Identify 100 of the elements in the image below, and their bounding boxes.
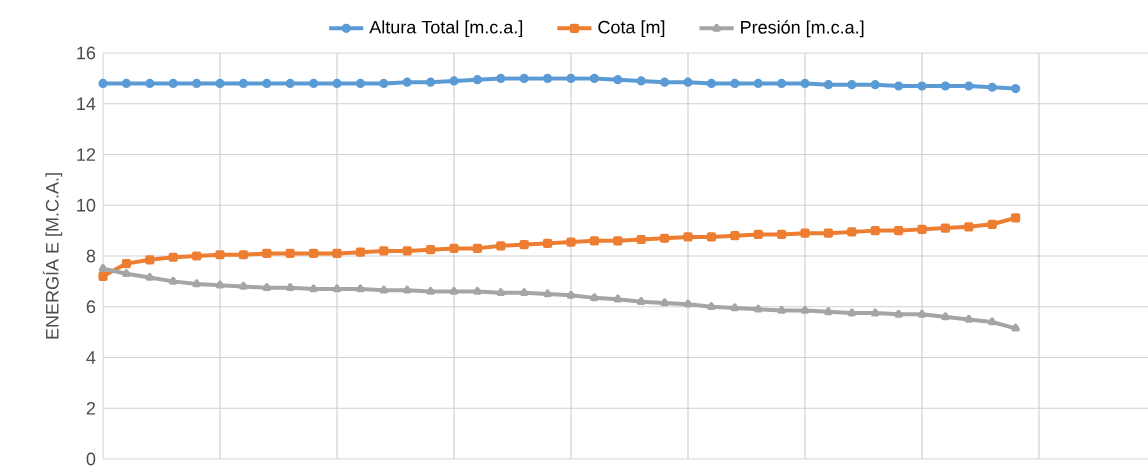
point — [426, 286, 435, 295]
y-tick-label: 2 — [86, 401, 96, 415]
point — [285, 283, 295, 292]
point — [215, 280, 225, 289]
point — [262, 283, 272, 292]
point — [519, 288, 529, 297]
point — [917, 309, 927, 318]
point — [987, 317, 997, 326]
point — [800, 305, 810, 314]
y-tick-label: 8 — [86, 249, 96, 263]
point — [402, 285, 412, 294]
point — [753, 78, 763, 89]
y-tick-label: 6 — [86, 300, 96, 314]
point — [706, 232, 717, 242]
point — [964, 81, 974, 91]
point — [613, 75, 623, 85]
point — [472, 243, 482, 253]
point — [98, 271, 108, 281]
legend-label: Presión [m.c.a.] — [741, 20, 864, 38]
point — [379, 246, 389, 256]
point — [496, 288, 506, 297]
point — [168, 252, 178, 262]
point — [824, 307, 833, 316]
point — [940, 81, 950, 91]
point — [309, 248, 319, 259]
point — [239, 281, 248, 290]
point — [847, 227, 857, 237]
point — [683, 232, 693, 242]
point — [285, 78, 295, 89]
point — [121, 259, 131, 269]
point — [543, 238, 553, 248]
point — [98, 264, 108, 272]
point — [145, 255, 155, 265]
point — [823, 80, 833, 90]
point — [964, 222, 974, 232]
point — [636, 234, 646, 245]
point — [519, 73, 529, 83]
y-tick-label: 12 — [77, 148, 96, 161]
y-tick-label: 10 — [77, 198, 96, 212]
point — [1011, 83, 1021, 94]
point — [589, 236, 599, 246]
point — [238, 78, 248, 89]
point — [847, 308, 857, 317]
legend-label: Cota [m] — [598, 20, 665, 38]
point — [356, 284, 365, 293]
point — [192, 279, 201, 288]
point — [472, 75, 482, 85]
point — [589, 73, 599, 83]
point — [730, 231, 740, 241]
point — [590, 293, 599, 302]
point — [449, 243, 459, 253]
point — [543, 73, 553, 83]
point — [823, 228, 833, 238]
point — [379, 285, 389, 294]
point — [660, 298, 669, 307]
point — [496, 241, 506, 251]
point — [777, 78, 787, 89]
point — [543, 289, 552, 298]
point — [145, 78, 155, 89]
point — [168, 276, 178, 285]
point — [285, 248, 295, 259]
point — [379, 78, 389, 89]
point — [122, 269, 131, 278]
y-tick-label: 16 — [77, 46, 96, 60]
point — [870, 308, 880, 317]
point — [98, 78, 108, 89]
point — [332, 284, 342, 293]
point — [613, 294, 623, 303]
point — [473, 286, 482, 295]
point — [215, 250, 225, 260]
point — [753, 304, 763, 313]
point — [730, 78, 740, 89]
point — [683, 77, 693, 87]
point — [426, 77, 436, 87]
point — [636, 76, 646, 86]
point — [870, 226, 880, 236]
point — [355, 78, 365, 89]
point — [145, 272, 155, 281]
point — [1011, 213, 1021, 223]
point — [566, 290, 576, 299]
point — [496, 73, 506, 83]
point — [964, 314, 974, 323]
point — [402, 246, 412, 256]
point — [1011, 323, 1020, 332]
point — [800, 78, 810, 89]
point — [238, 250, 248, 260]
point — [332, 78, 342, 89]
point — [426, 245, 436, 255]
point — [706, 78, 717, 89]
point — [449, 76, 459, 86]
point — [613, 236, 623, 246]
point — [309, 284, 318, 293]
point — [987, 82, 997, 92]
point — [894, 226, 904, 236]
point — [566, 73, 576, 83]
point — [777, 305, 786, 314]
point — [449, 286, 459, 295]
y-tick-label: 14 — [77, 97, 96, 110]
point — [262, 78, 272, 89]
point — [402, 77, 412, 87]
